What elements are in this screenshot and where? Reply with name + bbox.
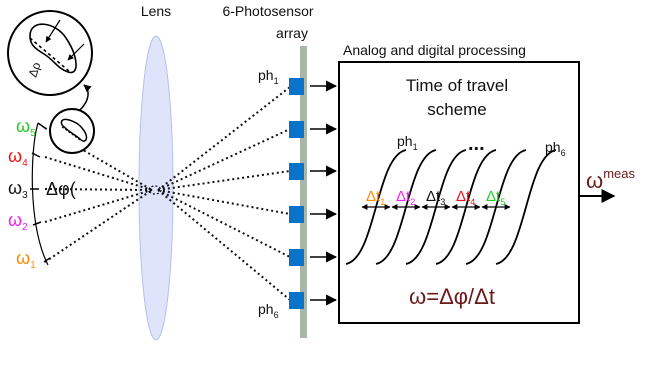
scheme-title: Time of travel — [406, 76, 508, 95]
delta-phi-label: Δφ( — [46, 179, 76, 199]
inset-circle — [7, 10, 93, 96]
processing-label: Analog and digital processing — [343, 42, 526, 58]
omega-labels: ω5 ω4 ω3 ω2 ω1 — [8, 116, 36, 271]
omega-label-5: ω5 — [16, 116, 36, 139]
sensor-array-label: 6-Photosensor — [222, 3, 313, 19]
formula: ω=Δφ/Δt — [409, 284, 495, 309]
inset-label: Δρ — [26, 60, 44, 79]
interval-label-1: Δt1 — [366, 188, 385, 207]
inset-arrow-1 — [45, 19, 61, 43]
sensor-2 — [289, 121, 304, 138]
sensor-4 — [289, 206, 304, 223]
lens-label: Lens — [141, 3, 171, 19]
sensor-1 — [289, 78, 304, 95]
processing-box — [338, 61, 580, 324]
interval-label-4: Δt4 — [456, 188, 475, 207]
rays — [44, 86, 291, 301]
sensors — [289, 78, 304, 309]
sensor-5 — [289, 249, 304, 266]
inset-connector — [79, 84, 92, 111]
sensor-arrows — [310, 80, 338, 306]
output-label: ωmeas — [586, 166, 635, 193]
ph6-curve-label: ph6 — [545, 139, 566, 158]
sensor-bar — [300, 46, 307, 338]
interval-label-5: Δt5 — [486, 188, 505, 207]
omega-label-4: ω4 — [8, 146, 28, 169]
interval-label-3: Δt3 — [426, 188, 445, 207]
signal-curve-6 — [495, 149, 557, 265]
inset-arrow-2 — [67, 43, 85, 61]
sensor-array-label-2: array — [276, 25, 308, 41]
ph6-side-label: ph6 — [258, 301, 279, 320]
ph1-side-label: ph1 — [258, 67, 279, 86]
eye-circle — [49, 108, 95, 154]
omega-label-1: ω1 — [16, 248, 36, 271]
focal-point — [148, 185, 162, 195]
inset-line — [29, 37, 71, 73]
scheme-title-2: scheme — [427, 100, 487, 119]
inset-shape — [29, 23, 77, 74]
sensor-6 — [289, 292, 304, 309]
ph1-curve-label: ph1 — [397, 133, 418, 152]
ellipsis: ... — [468, 133, 485, 155]
omega-label-2: ω2 — [8, 210, 28, 233]
eye-ticks — [30, 122, 51, 263]
interval-label-2: Δt2 — [396, 188, 415, 207]
eye-shape — [60, 118, 88, 142]
omega-label-3: ω3 — [8, 178, 28, 201]
sensor-3 — [289, 163, 304, 180]
interval-labels: Δt1 Δt2 Δt3 Δt4 Δt5 — [366, 188, 505, 207]
